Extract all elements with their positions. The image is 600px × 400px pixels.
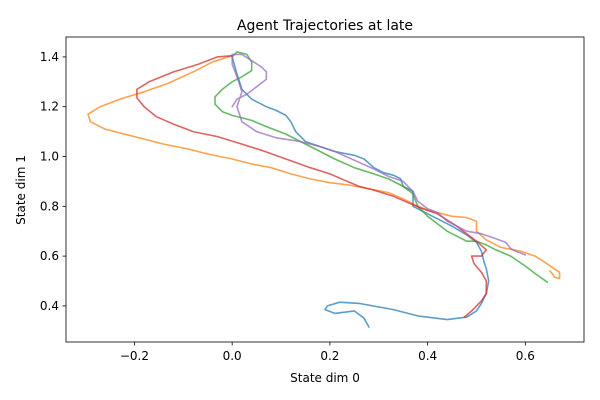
y-axis-label: State dim 1 <box>14 155 28 225</box>
y-tick-label: 0.4 <box>40 299 59 313</box>
y-tick-label: 1.4 <box>40 50 59 64</box>
x-tick-label: 0.2 <box>320 349 339 363</box>
trajectory-line-4 <box>136 54 488 318</box>
y-tick-label: 0.8 <box>40 199 59 213</box>
y-axis: 0.4 0.6 0.8 1.0 1.2 1.4 <box>40 50 66 313</box>
trajectory-line-5 <box>231 53 527 256</box>
chart-title: Agent Trajectories at late <box>237 18 413 34</box>
x-tick-label: 0.4 <box>418 349 437 363</box>
trajectory-line-2 <box>87 54 561 280</box>
x-tick-label: 0.6 <box>516 349 535 363</box>
y-tick-label: 1.2 <box>40 100 59 114</box>
x-tick-label: −0.2 <box>120 349 149 363</box>
x-axis: −0.2 0.0 0.2 0.4 0.6 <box>120 342 535 363</box>
series-layer <box>87 51 561 328</box>
plot-frame <box>65 36 585 343</box>
trajectory-line-1 <box>231 56 490 328</box>
x-tick-label: 0.0 <box>223 349 242 363</box>
x-axis-label: State dim 0 <box>290 371 360 385</box>
y-tick-label: 1.0 <box>40 150 59 164</box>
y-tick-label: 0.6 <box>40 249 59 263</box>
